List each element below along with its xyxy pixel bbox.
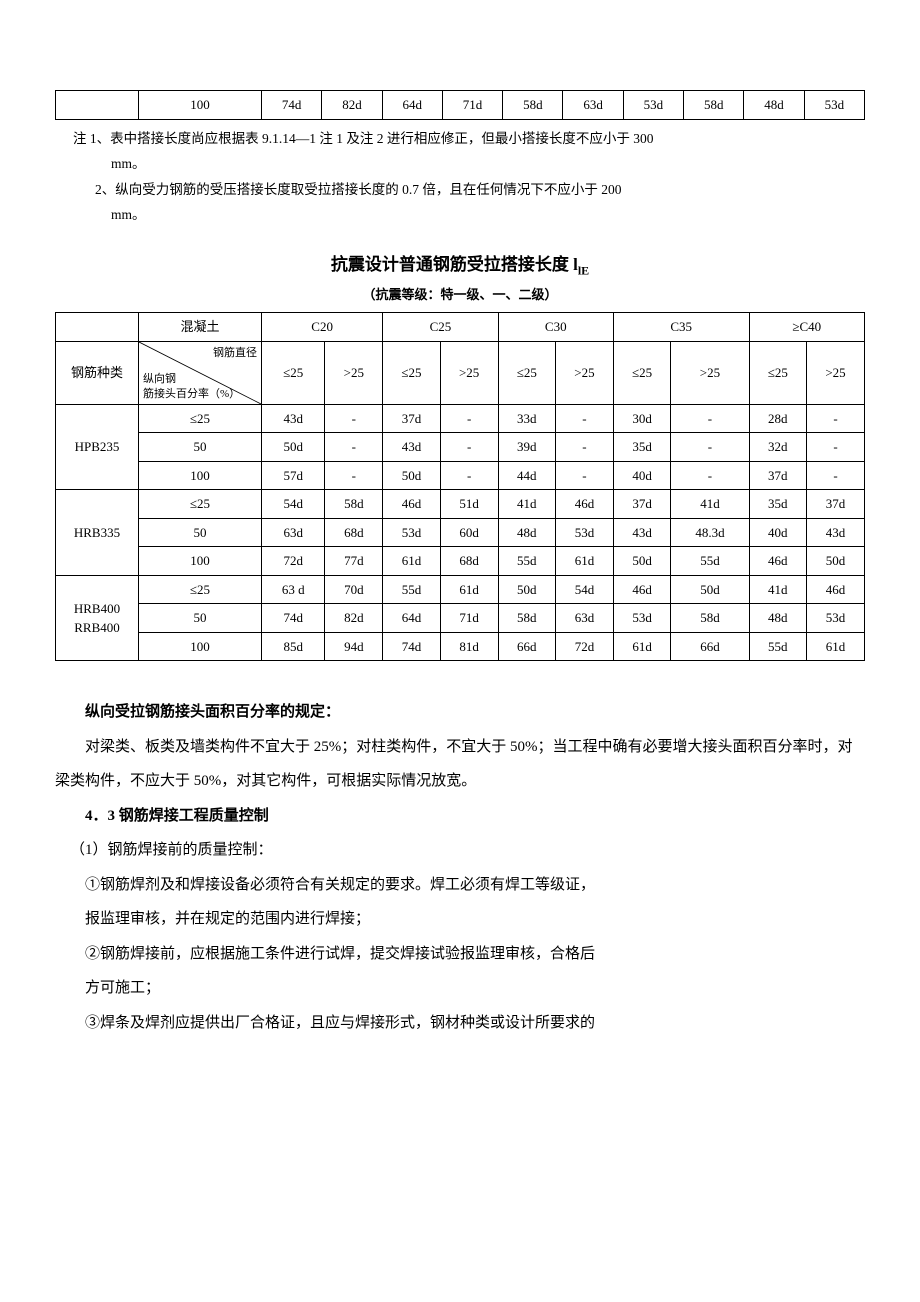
paragraph: 对梁类、板类及墙类构件不宜大于 25%；对柱类构件，不宜大于 50%；当工程中确… [55,730,865,799]
section-title: 抗震设计普通钢筋受拉搭接长度 llE （抗震等级：特一级、一、二级） [55,252,865,306]
header-c40: ≥C40 [749,313,864,342]
note-1: 注 1、表中搭接长度尚应根据表 9.1.14—1 注 1 及注 2 进行相应修正… [73,126,865,177]
cell: 58d [684,91,744,120]
type-hpb235: HPB235 [56,404,139,490]
header-c25: C25 [383,313,498,342]
sub-gt25: >25 [325,341,383,404]
item-1-1b: 报监理审核，并在规定的范围内进行焊接； [85,902,865,937]
top-table: 100 74d 82d 64d 71d 58d 63d 53d 58d 48d … [55,90,865,120]
title-main: 抗震设计普通钢筋受拉搭接长度 llE [331,255,589,274]
item-1-2a: ②钢筋焊接前，应根据施工条件进行试焊，提交焊接试验报监理审核，合格后 [85,937,865,972]
cell: 63d [563,91,623,120]
notes: 注 1、表中搭接长度尚应根据表 9.1.14—1 注 1 及注 2 进行相应修正… [73,126,865,229]
header-rebar-type: 钢筋种类 [56,341,139,404]
header-c30: C30 [498,313,613,342]
cell: 53d [623,91,683,120]
row-label: 100 [139,91,262,120]
body-text: 纵向受拉钢筋接头面积百分率的规定： 对梁类、板类及墙类构件不宜大于 25%；对柱… [55,695,865,1040]
cell: 82d [322,91,382,120]
item-1-1a: ①钢筋焊剂及和焊接设备必须符合有关规定的要求。焊工必须有焊工等级证， [85,868,865,903]
cell: 58d [503,91,563,120]
item-1-3: ③焊条及焊剂应提供出厂合格证，且应与焊接形式，钢材种类或设计所要求的 [85,1006,865,1041]
item-1-2b: 方可施工； [85,971,865,1006]
header-concrete: 混凝土 [139,313,262,342]
cell: 53d [804,91,864,120]
cell: 74d [262,91,322,120]
title-sub: （抗震等级：特一级、一、二级） [362,285,557,305]
diagonal-header: 钢筋直径 纵向钢筋接头百分率（%） [139,341,262,404]
blank-cell [56,91,139,120]
type-hrb335: HRB335 [56,490,139,576]
cell: 64d [382,91,442,120]
cell: 48d [744,91,804,120]
splice-length-table: 混凝土 C20 C25 C30 C35 ≥C40 钢筋种类 钢筋直径 纵向钢筋接… [55,312,865,661]
heading-joint-percent: 纵向受拉钢筋接头面积百分率的规定： [55,695,865,730]
header-c20: C20 [262,313,383,342]
heading-4-3: 4．3 钢筋焊接工程质量控制 [55,799,865,834]
cell: 71d [442,91,502,120]
header-c35: C35 [613,313,749,342]
type-hrb400: HRB400 RRB400 [56,575,139,661]
item-1: （1）钢筋焊接前的质量控制： [70,833,865,868]
note-2: 2、纵向受力钢筋的受压搭接长度取受拉搭接长度的 0.7 倍，且在任何情况下不应小… [95,177,865,228]
sub-le25: ≤25 [262,341,325,404]
